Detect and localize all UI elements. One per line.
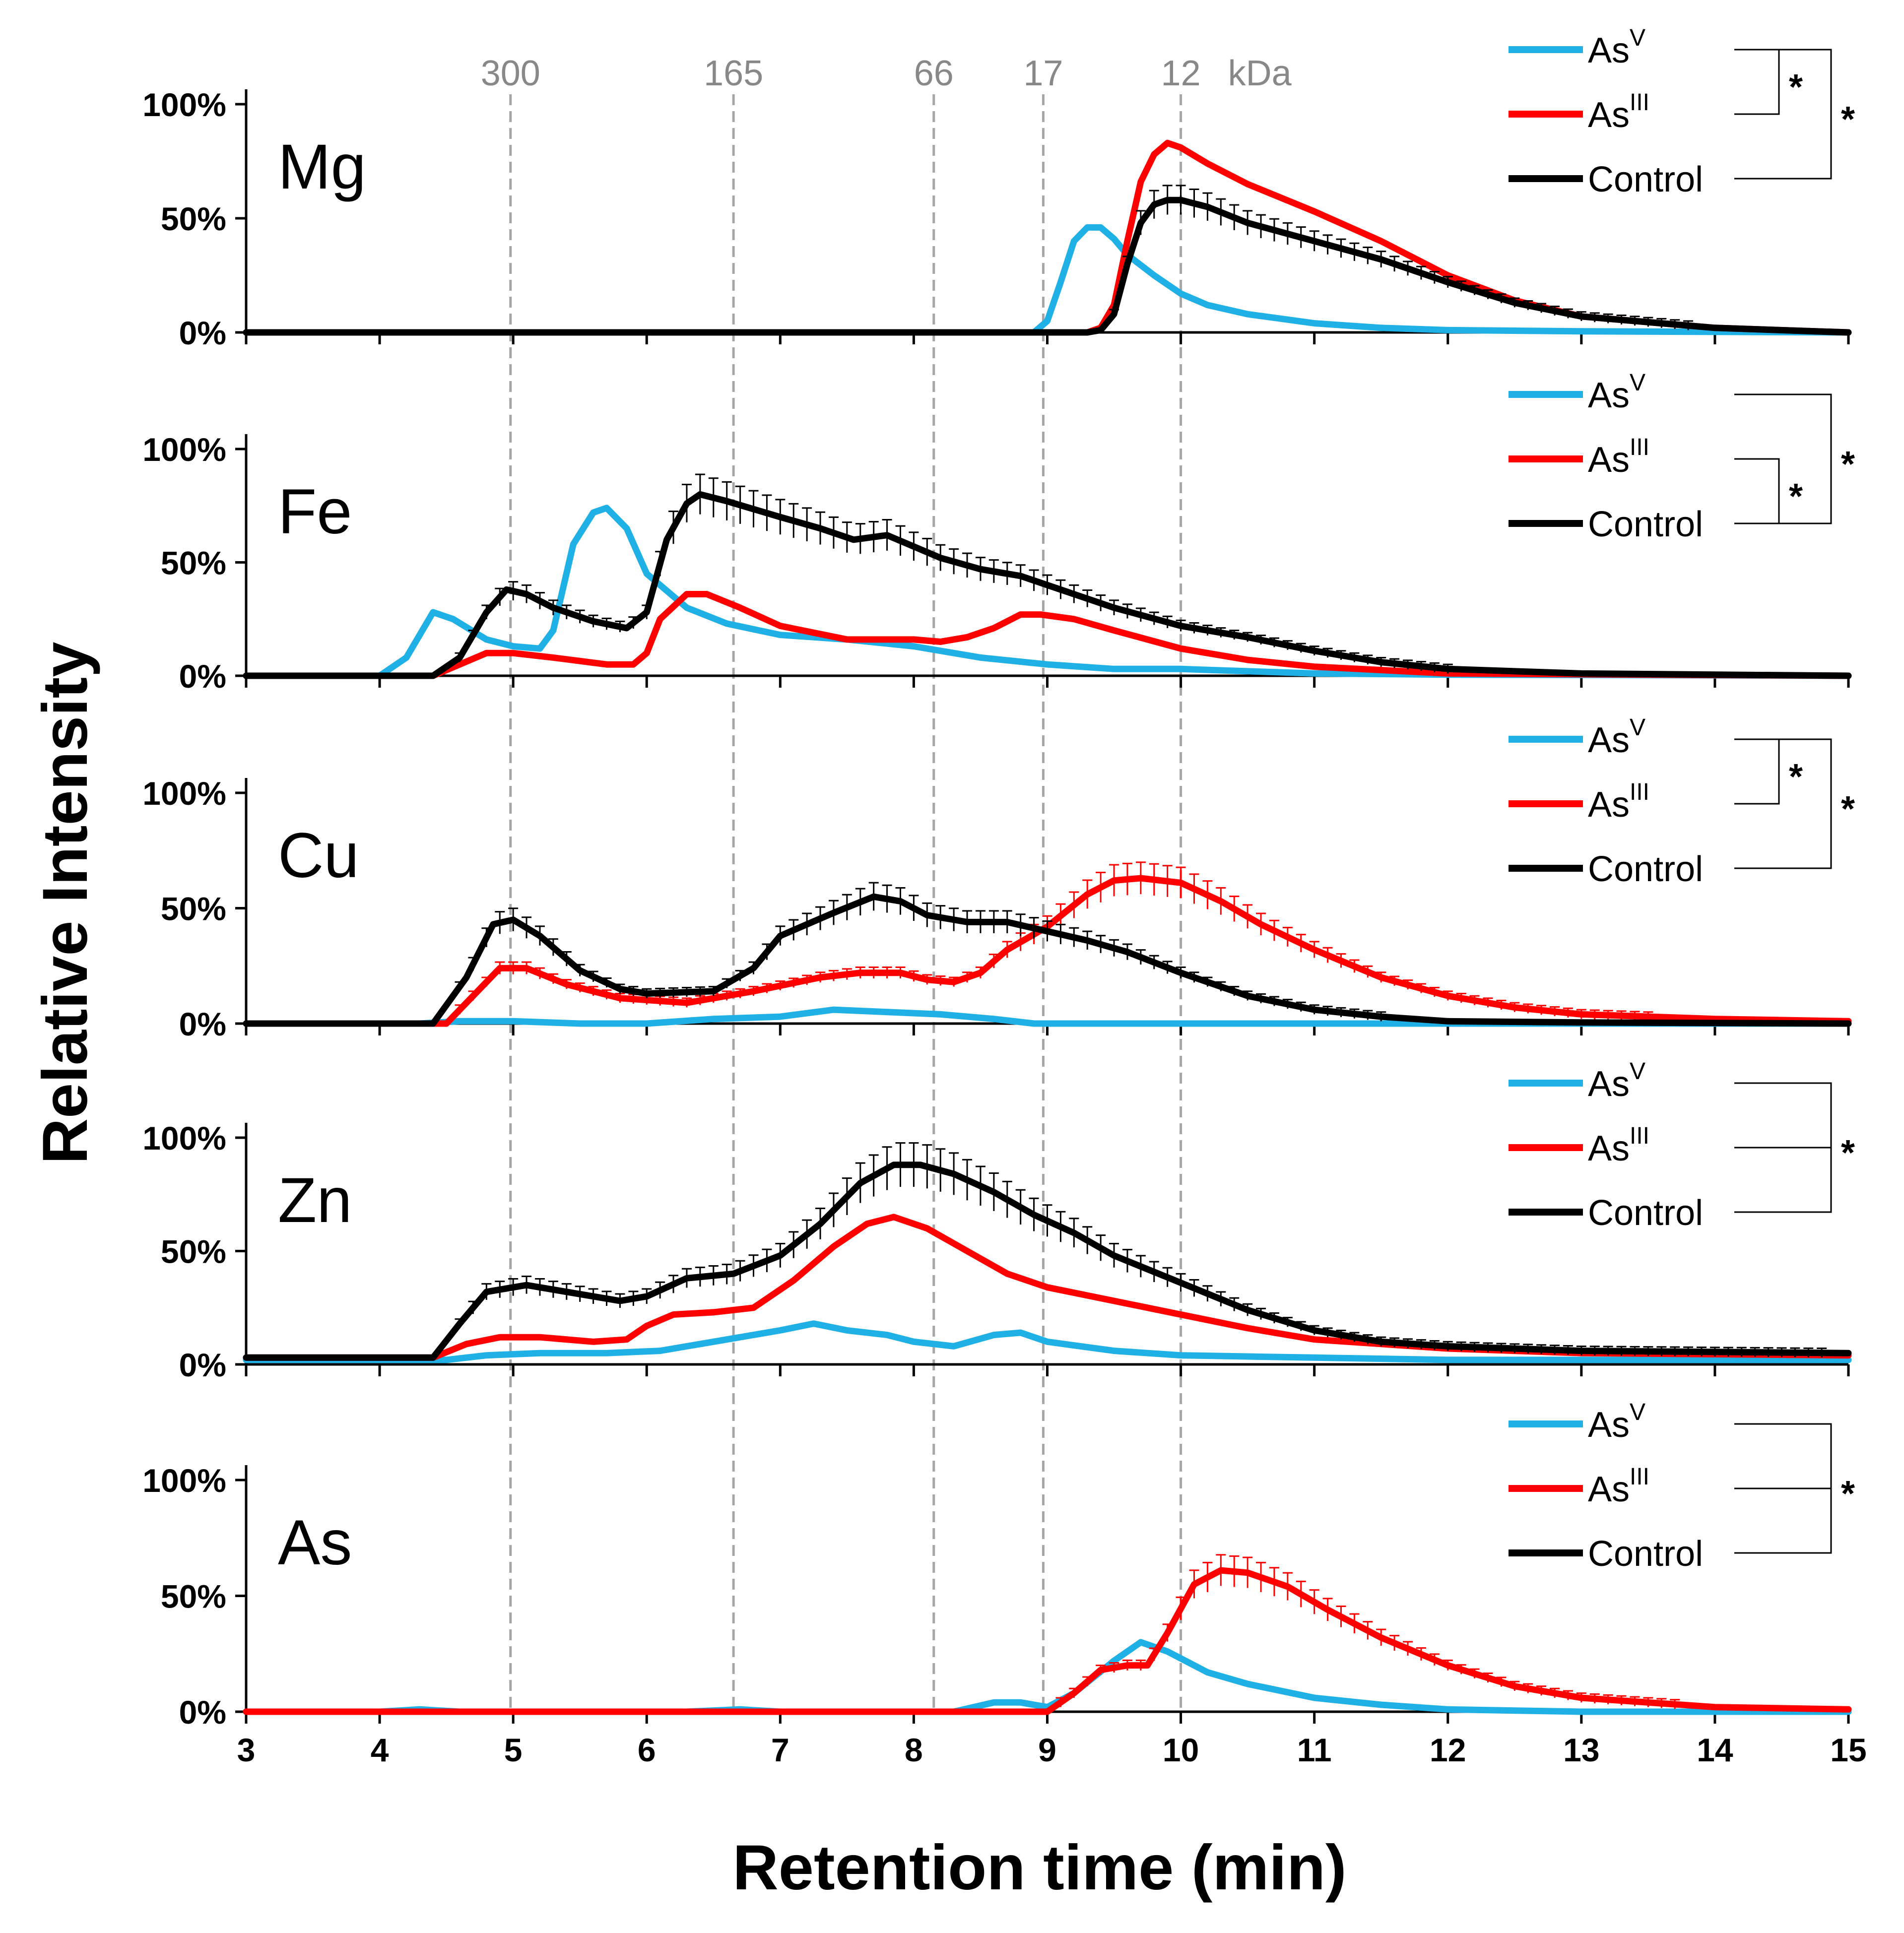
series-line-asv: [243, 224, 1852, 336]
series-line-asv: [243, 505, 1852, 679]
significance-bracket: [1734, 49, 1780, 115]
x-tick-label: 6: [638, 1732, 656, 1768]
mw-marker-label: 165: [704, 54, 763, 93]
legend-label-control: Control: [1588, 849, 1703, 889]
element-label: As: [278, 1507, 352, 1578]
series-line-control: [243, 893, 1852, 1027]
legend-label-control: Control: [1588, 1534, 1703, 1574]
legend-sup: III: [1630, 1123, 1649, 1149]
legend-sup: III: [1630, 434, 1649, 460]
legend-sup: III: [1630, 89, 1649, 116]
significance-star: *: [1789, 477, 1803, 516]
legend-label-asv: As: [1588, 720, 1630, 760]
y-tick-label: 50%: [161, 1233, 226, 1270]
mw-marker-label: 12: [1161, 54, 1201, 93]
y-tick-label: 0%: [179, 1694, 226, 1731]
significance-bracket: [1734, 458, 1780, 524]
significance-bracket: [1734, 49, 1832, 180]
element-label: Mg: [278, 131, 366, 202]
y-axis-title: Relative Intensity: [30, 642, 101, 1164]
series-line-control: [243, 491, 1852, 679]
x-tick-label: 4: [371, 1732, 389, 1768]
y-tick-label: 100%: [142, 431, 226, 468]
legend-sup: V: [1630, 1058, 1645, 1085]
significance-bracket: [1734, 393, 1832, 524]
y-tick-label: 0%: [179, 315, 226, 351]
x-tick-label: 15: [1830, 1732, 1866, 1768]
x-tick-label: 10: [1163, 1732, 1199, 1768]
significance-star: *: [1789, 757, 1803, 797]
y-tick-label: 100%: [142, 775, 226, 812]
legend-label-control: Control: [1588, 1193, 1703, 1233]
series-line-asiii: [243, 1567, 1852, 1715]
x-tick-label: 8: [905, 1732, 923, 1768]
mw-marker-label: 300: [481, 54, 540, 93]
significance-star: *: [1841, 445, 1855, 484]
series-line-control: [243, 196, 1852, 336]
legend-sup: V: [1630, 25, 1645, 51]
series-line-asiii: [243, 875, 1852, 1027]
x-tick-label: 7: [771, 1732, 789, 1768]
y-tick-label: 0%: [179, 1347, 226, 1383]
legend-sup: V: [1630, 714, 1645, 741]
legend-sup: V: [1630, 370, 1645, 396]
legend-label-asv: As: [1588, 1405, 1630, 1445]
significance-star: *: [1841, 1474, 1855, 1514]
y-tick-label: 100%: [142, 86, 226, 123]
legend-label-control: Control: [1588, 505, 1703, 544]
x-tick-label: 9: [1038, 1732, 1056, 1768]
x-tick-label: 12: [1430, 1732, 1466, 1768]
x-axis-title: Retention time (min): [732, 1832, 1346, 1903]
significance-star: *: [1789, 67, 1803, 107]
y-tick-label: 100%: [142, 1120, 226, 1157]
y-tick-label: 50%: [161, 545, 226, 581]
legend-label-asiii: As: [1588, 1129, 1630, 1168]
legend-label-asv: As: [1588, 31, 1630, 70]
series-line-asiii: [243, 591, 1852, 679]
mw-marker-label: 66: [914, 54, 954, 93]
significance-bracket: [1734, 738, 1832, 869]
legend-label-asiii: As: [1588, 95, 1630, 135]
legend-sup: III: [1630, 779, 1649, 805]
element-label: Zn: [278, 1165, 352, 1236]
mw-marker-label: 17: [1023, 54, 1063, 93]
y-tick-label: 100%: [142, 1462, 226, 1499]
legend-label-asiii: As: [1588, 440, 1630, 480]
x-tick-label: 3: [237, 1732, 256, 1768]
x-tick-label: 5: [504, 1732, 523, 1768]
series-line-asv: [243, 1320, 1852, 1363]
element-label: Fe: [278, 476, 352, 547]
legend-label-asiii: As: [1588, 1470, 1630, 1509]
x-tick-label: 11: [1297, 1732, 1332, 1768]
significance-star: *: [1841, 1133, 1855, 1173]
y-tick-label: 50%: [161, 1578, 226, 1615]
y-tick-label: 50%: [161, 891, 226, 927]
series-line-control: [243, 1161, 1852, 1361]
legend-sup: V: [1630, 1399, 1645, 1425]
significance-star: *: [1841, 100, 1855, 139]
significance-star: *: [1841, 789, 1855, 829]
legend-label-asv: As: [1588, 1064, 1630, 1104]
mw-unit-label: kDa: [1228, 54, 1292, 93]
legend-sup: III: [1630, 1464, 1649, 1490]
x-tick-label: 14: [1697, 1732, 1733, 1768]
significance-bracket: [1734, 738, 1780, 805]
legend-label-asv: As: [1588, 376, 1630, 415]
legend-label-asiii: As: [1588, 785, 1630, 825]
series-line-asv: [243, 1006, 1852, 1027]
x-tick-label: 13: [1563, 1732, 1599, 1768]
legend-label-control: Control: [1588, 160, 1703, 199]
y-tick-label: 0%: [179, 658, 226, 695]
y-tick-label: 50%: [161, 200, 226, 237]
y-tick-label: 0%: [179, 1006, 226, 1042]
series-line-asiii: [243, 1214, 1852, 1361]
element-label: Cu: [278, 820, 359, 891]
